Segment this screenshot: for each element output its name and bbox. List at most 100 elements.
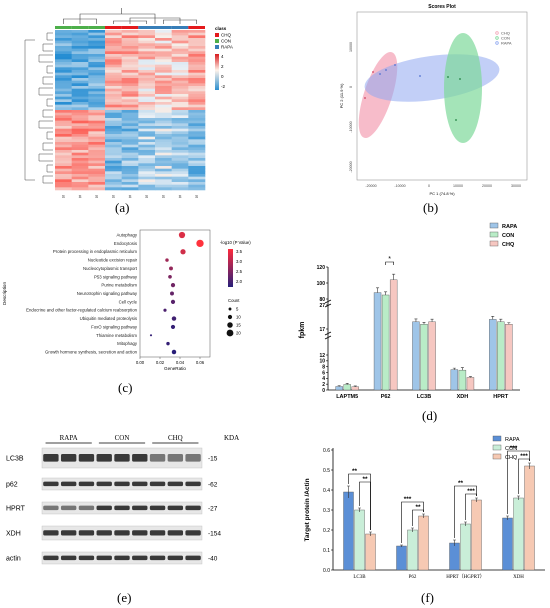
term-label: Autophagy	[116, 233, 137, 238]
x-tick: 0	[428, 184, 430, 188]
error-bar	[422, 321, 426, 325]
significance-label: ***	[510, 445, 518, 452]
blot-band	[149, 555, 166, 561]
blot-band	[132, 505, 148, 511]
category-label: LC3B	[417, 394, 431, 400]
size-legend-tick: 5	[236, 307, 239, 312]
bar	[449, 542, 460, 571]
bar	[466, 377, 475, 391]
term-label: Protein processing in endoplasmic reticu…	[53, 249, 137, 254]
blot-band	[60, 530, 77, 536]
kda-label: -40	[208, 556, 218, 563]
term-dot	[196, 239, 204, 248]
category-label: HPRT（HGPRT）	[446, 574, 485, 580]
significance-label: **	[352, 468, 358, 475]
protein-label: XDH	[6, 531, 21, 538]
class-bar-cell	[171, 26, 189, 29]
blot-band	[78, 555, 95, 561]
column-label: S	[128, 194, 131, 199]
y-tick: 10	[319, 359, 325, 365]
legend-label: CON	[505, 446, 517, 452]
legend-swatch	[492, 453, 502, 460]
term-label: Neurotrophin signaling pathway	[77, 291, 138, 296]
y-tick: 100	[317, 281, 326, 287]
error-bar	[400, 544, 403, 547]
kda-header: KDA	[224, 434, 239, 442]
term-label: Endocytosis	[114, 241, 137, 246]
column-label: S	[195, 194, 198, 199]
dotplot-panel: Autophagy Endocytosis Protein processing i…	[0, 222, 275, 372]
heatmap-cells	[55, 30, 206, 191]
legend-swatch	[489, 222, 499, 229]
y-tick: 27	[319, 303, 325, 309]
y-tick: -20000	[349, 161, 353, 172]
error-bar	[468, 376, 472, 378]
size-legend-tick: 20	[236, 331, 241, 336]
class-bar-cell	[88, 26, 105, 29]
color-scale-tick: 0	[221, 74, 224, 79]
blot-band	[43, 530, 59, 536]
term-dot	[170, 299, 176, 304]
blot-band	[43, 505, 59, 511]
bar	[373, 292, 382, 391]
class-bar-cell	[155, 26, 172, 29]
category-label: P62	[409, 575, 417, 580]
legend-swatch	[489, 240, 499, 247]
protein-label: LC3B	[6, 456, 24, 463]
bar	[489, 319, 497, 391]
blot-band	[96, 454, 112, 462]
category-label: HPRT	[493, 394, 509, 400]
legend-label: RAPA	[501, 41, 512, 46]
bar	[513, 497, 524, 571]
y-tick: 0.2	[323, 528, 330, 534]
blot-band	[96, 530, 112, 536]
blot-band	[114, 505, 130, 511]
term-dot	[170, 291, 174, 296]
bar	[343, 491, 354, 571]
blot-band	[167, 555, 184, 561]
kegg-dot-plot: Autophagy Endocytosis Protein processing i…	[2, 229, 251, 371]
term-label: Growth hormone synthesis, secretion and …	[45, 350, 138, 355]
kda-label: -154	[208, 531, 221, 538]
panel-label-c: (c)	[118, 380, 133, 395]
term-label: Purine metabolism	[101, 283, 137, 288]
score-point	[379, 73, 381, 75]
term-dot	[166, 341, 170, 346]
bar	[458, 369, 467, 391]
blot-band	[167, 505, 184, 511]
blot-band	[43, 555, 59, 561]
y-axis-label: PC 2 (11.9 %)	[339, 83, 344, 108]
legend-label: CHQ	[505, 455, 518, 461]
blot-band	[60, 505, 77, 511]
panel-label-e: (e)	[117, 590, 132, 605]
legend-label: RAPA	[221, 45, 233, 50]
scores-title: Scores Plot	[428, 4, 456, 10]
y-tick: 0.3	[323, 508, 330, 514]
size-legend-dot	[227, 322, 233, 328]
plot-frame	[356, 11, 528, 181]
bar	[420, 323, 428, 391]
term-label: Ubiquitin mediated proteolysis	[80, 316, 137, 321]
color-legend-tick: 2.0	[236, 279, 243, 284]
bar	[460, 523, 471, 571]
blot-band	[96, 555, 112, 561]
color-legend-tick: 3.0	[236, 259, 243, 264]
error-bar	[506, 515, 509, 520]
size-legend-dot	[228, 307, 232, 311]
significance-label: **	[362, 476, 368, 483]
legend-label: RAPA	[502, 224, 517, 230]
panel-label-d: (d)	[422, 408, 438, 423]
significance-bracket	[507, 450, 530, 514]
bar	[343, 384, 351, 391]
error-bar	[392, 273, 396, 280]
significance-label: ***	[404, 496, 412, 503]
legend-swatch	[215, 39, 219, 43]
y-tick: 0	[322, 388, 325, 394]
blot-band	[78, 505, 95, 511]
blot-band	[96, 505, 112, 511]
error-bar	[460, 367, 464, 371]
category-label: XDH	[513, 575, 524, 580]
score-point	[447, 76, 449, 78]
significance-label: *	[388, 256, 391, 263]
